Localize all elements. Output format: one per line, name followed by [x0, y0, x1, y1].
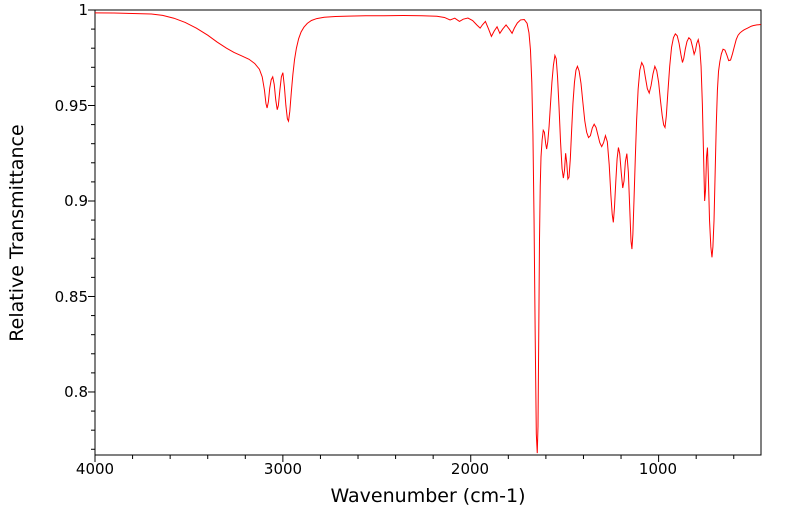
y-tick-label-1: 1: [78, 1, 88, 19]
x-tick-label-2000: 2000: [450, 460, 490, 478]
x-tick-label-3000: 3000: [263, 460, 303, 478]
y-axis-title: Relative Transmittance: [6, 124, 28, 342]
y-tick-label-0-9: 0.9: [64, 192, 88, 210]
axis-ticks: [88, 9, 735, 462]
y-tick-label-0-95: 0.95: [54, 97, 88, 115]
x-tick-label-1000: 1000: [638, 460, 678, 478]
y-tick-label-0-85: 0.85: [54, 288, 88, 306]
plot-border: [94, 9, 762, 456]
spectrum-line: [94, 12, 761, 454]
x-tick-label-4000: 4000: [75, 460, 115, 478]
x-axis-title: Wavenumber (cm-1): [330, 485, 526, 507]
y-tick-label-0-8: 0.8: [64, 383, 88, 401]
